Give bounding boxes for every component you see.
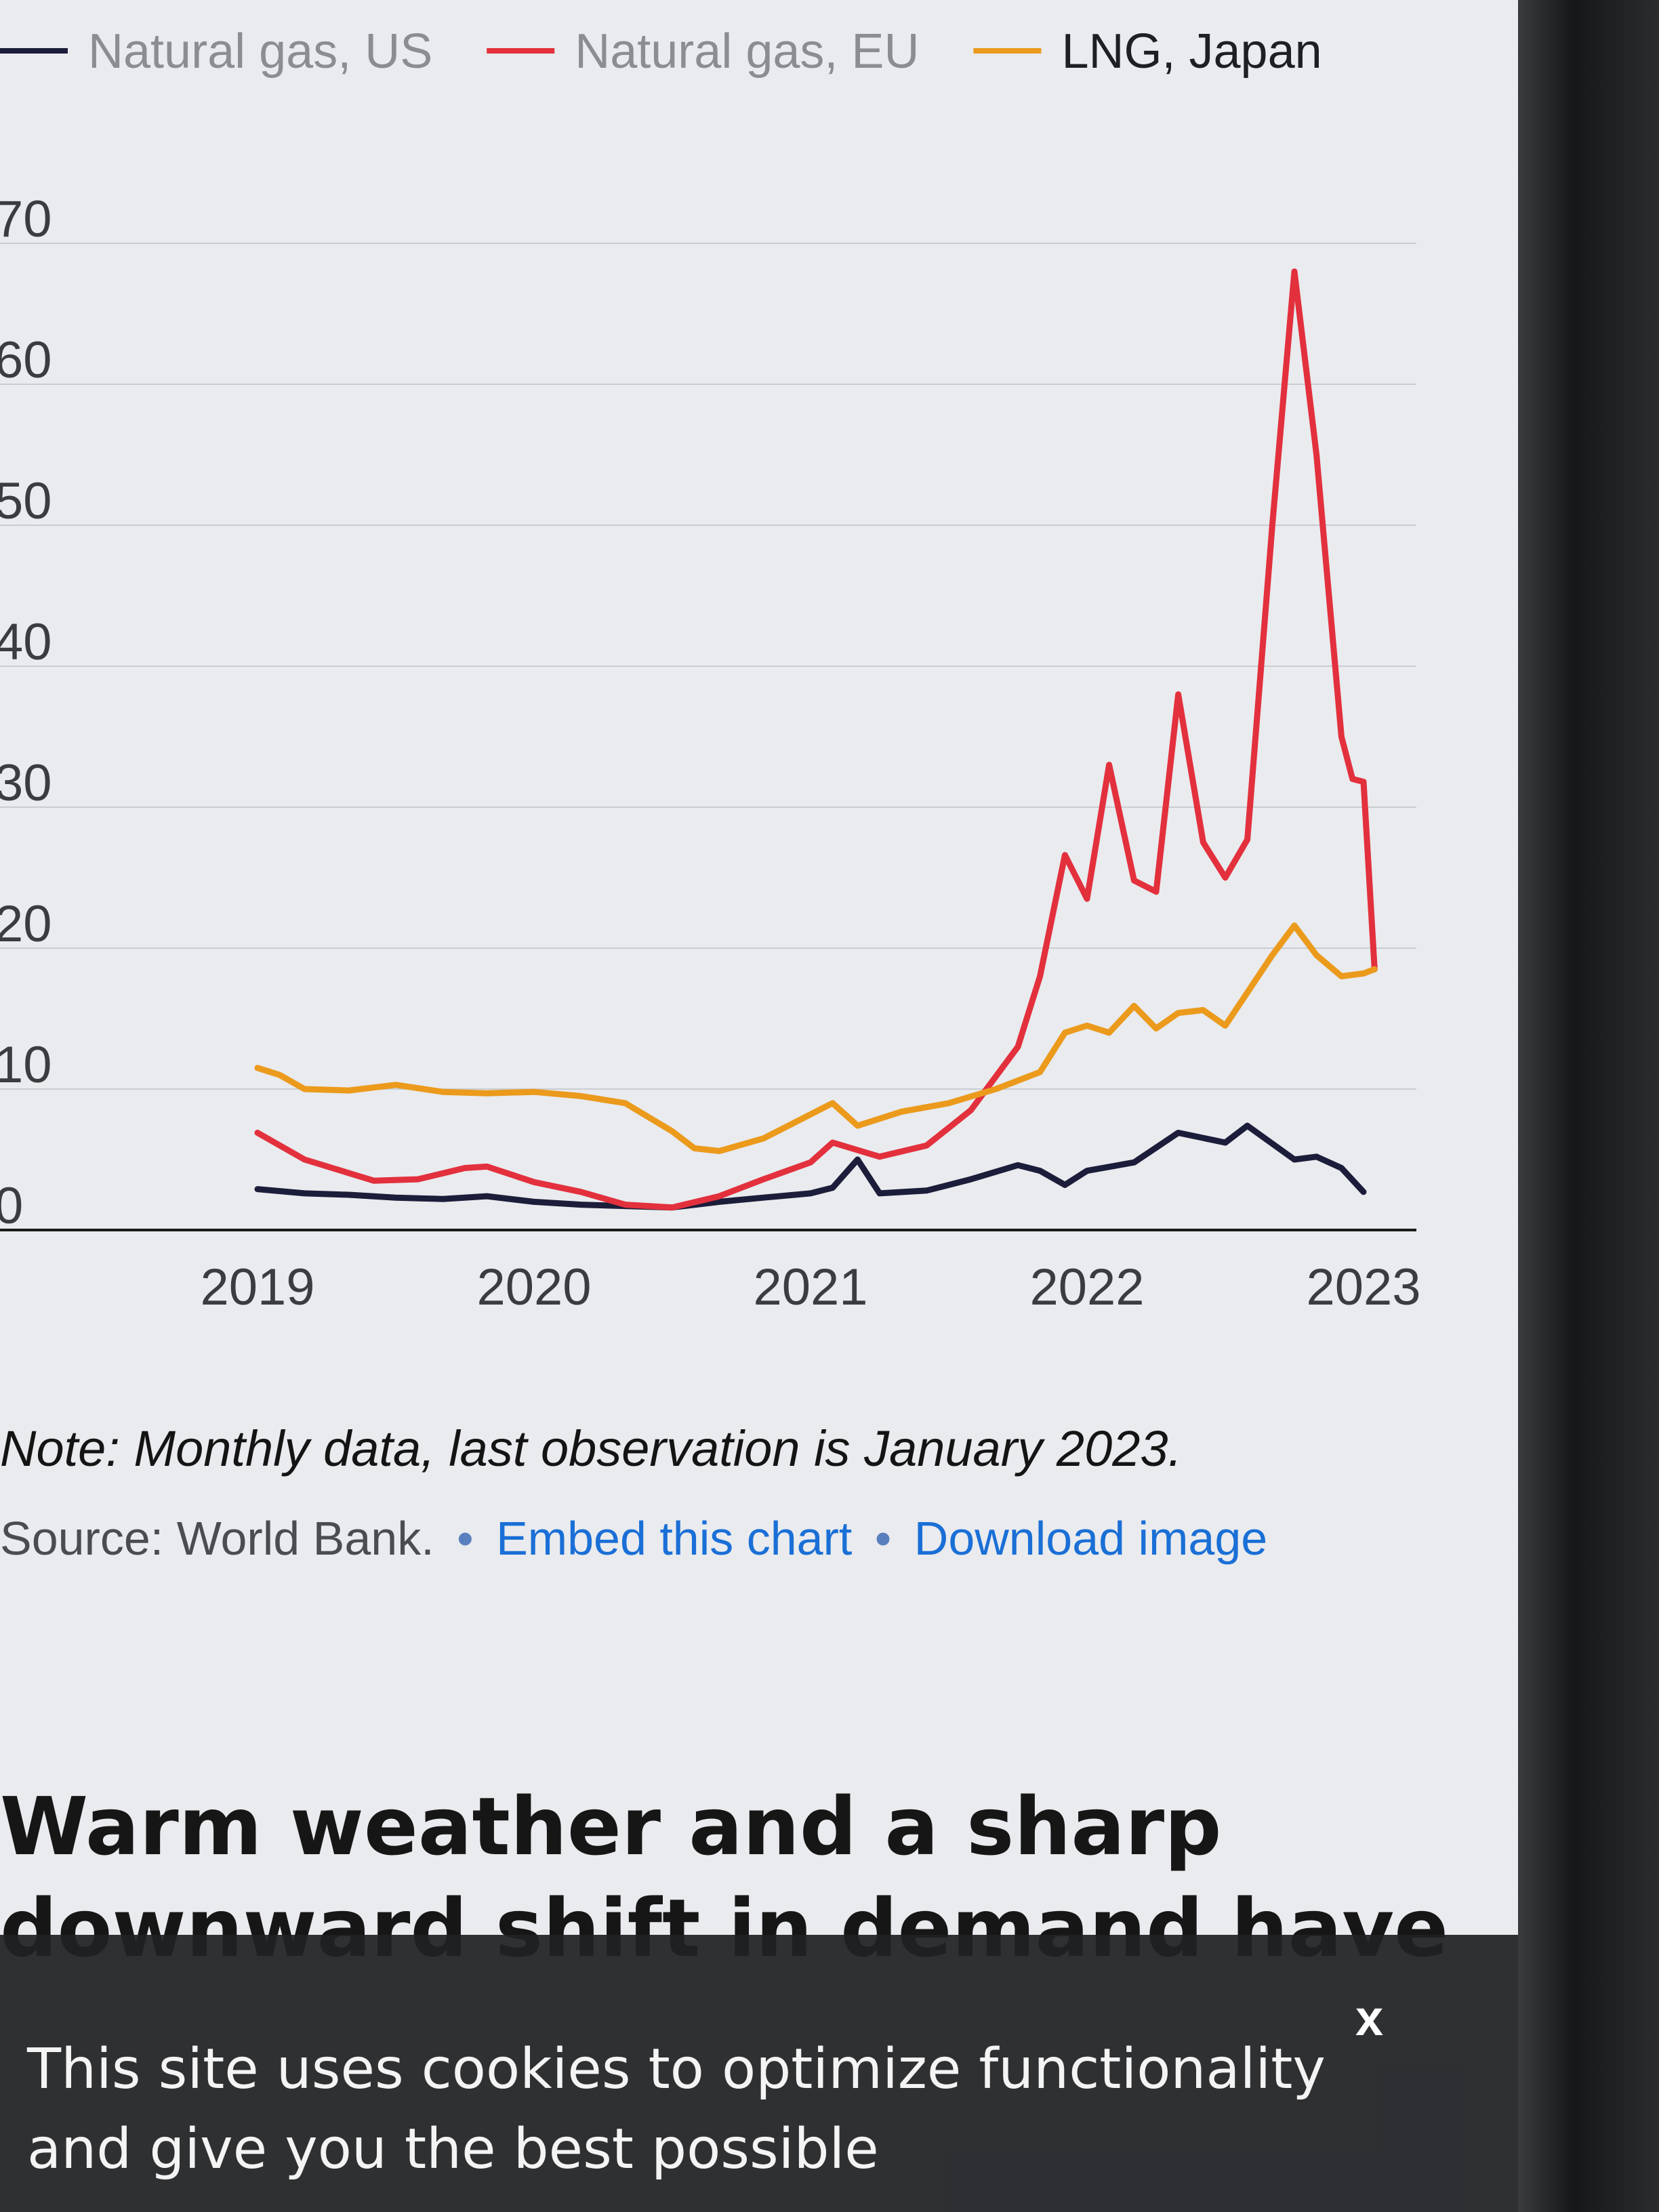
chart-grid	[0, 243, 1416, 1231]
cookie-close-button[interactable]: x	[1355, 1990, 1384, 2046]
separator-dot: •	[874, 1512, 892, 1565]
chart-source-line: Source: World Bank. • Embed this chart •…	[0, 1511, 1267, 1565]
x-tick-label: 2020	[476, 1258, 591, 1316]
legend-label[interactable]: Natural gas, EU	[575, 24, 919, 79]
y-tick-label: 40	[0, 613, 52, 671]
separator-dot: •	[457, 1512, 474, 1565]
legend-label[interactable]: Natural gas, US	[88, 24, 432, 79]
line-chart: 0 10 20 30 40 50 60 70 2019 2020 2021 2022 2023 Nat…	[0, 24, 1421, 1316]
cookie-banner-text: This site uses cookies to optimize funct…	[27, 2037, 1326, 2182]
x-tick-label: 2022	[1029, 1258, 1144, 1316]
chart-note: Note: Monthly data, last observation is …	[0, 1420, 1183, 1477]
series-line-2	[254, 922, 1378, 1154]
x-tick-label: 2021	[753, 1258, 867, 1316]
legend-label[interactable]: LNG, Japan	[1061, 24, 1322, 79]
source-text: Source: World Bank.	[0, 1512, 434, 1565]
series-line-0	[254, 1122, 1367, 1211]
chart-legend: Natural gas, US Natural gas, EU LNG, Japan	[0, 24, 1322, 79]
embed-chart-link[interactable]: Embed this chart	[496, 1512, 853, 1565]
chart-series	[254, 268, 1378, 1211]
y-tick-label: 10	[0, 1036, 52, 1094]
x-tick-label: 2023	[1306, 1258, 1420, 1316]
y-axis-ticks: 0 10 20 30 40 50 60 70	[0, 190, 52, 1235]
phone-bezel	[1518, 0, 1659, 2212]
y-tick-label: 70	[0, 190, 52, 248]
y-tick-label: 60	[0, 331, 52, 389]
download-image-link[interactable]: Download image	[914, 1512, 1268, 1565]
cookie-banner: x This site uses cookies to optimize fun…	[0, 1935, 1518, 2212]
series-line-1	[254, 268, 1378, 1211]
y-tick-label: 0	[0, 1177, 23, 1235]
y-tick-label: 30	[0, 754, 52, 812]
y-tick-label: 20	[0, 895, 52, 953]
x-tick-label: 2019	[200, 1258, 314, 1316]
phone-screen: 0 10 20 30 40 50 60 70 2019 2020 2021 2022 2023 Nat…	[0, 0, 1518, 2212]
x-axis-ticks: 2019 2020 2021 2022 2023	[200, 1258, 1420, 1316]
y-tick-label: 50	[0, 472, 52, 530]
